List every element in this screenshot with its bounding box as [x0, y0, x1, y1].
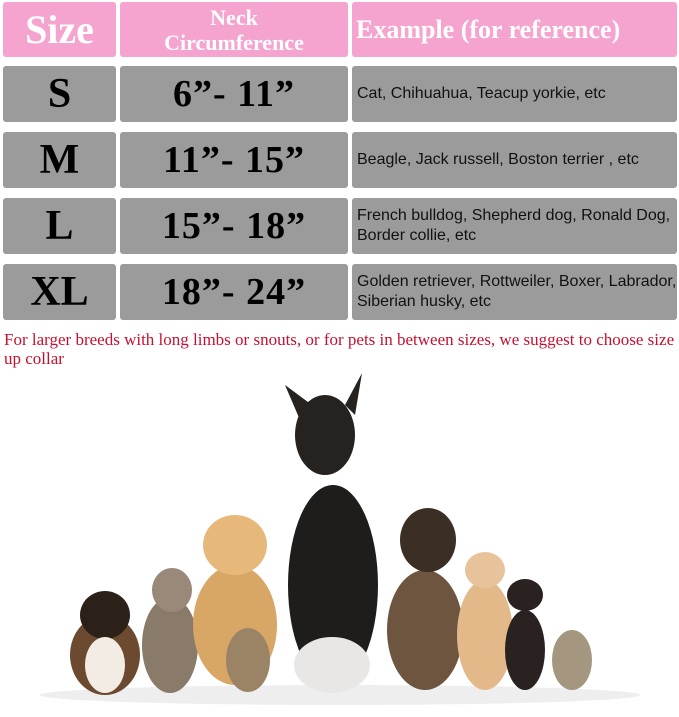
size-cell: L	[3, 198, 116, 254]
corgi-puppy	[70, 591, 140, 695]
example-cell: Golden retriever, Rottweiler, Boxer, Lab…	[352, 264, 677, 320]
chihuahua	[505, 579, 545, 690]
size-cell: XL	[3, 264, 116, 320]
tabby-kitten	[226, 628, 270, 692]
shepherd-puppy	[387, 508, 463, 690]
size-note: For larger breeds with long limbs or sno…	[4, 330, 675, 368]
header-example: Example (for reference)	[352, 2, 677, 57]
size-cell: M	[3, 132, 116, 188]
neck-cell: 18”- 24”	[120, 264, 348, 320]
pets-photo	[40, 373, 640, 705]
ginger-cat	[457, 552, 513, 690]
black-shepherd	[285, 373, 378, 685]
example-cell: Cat, Chihuahua, Teacup yorkie, etc	[352, 66, 677, 122]
header-size: Size	[3, 2, 116, 57]
example-cell: Beagle, Jack russell, Boston terrier , e…	[352, 132, 677, 188]
sphynx-cat	[142, 568, 198, 693]
header-neck-line2: Circumference	[164, 29, 304, 55]
shadow	[40, 685, 640, 705]
neck-cell: 6”- 11”	[120, 66, 348, 122]
example-cell: French bulldog, Shepherd dog, Ronald Dog…	[352, 198, 677, 254]
white-persian-cat	[294, 637, 370, 693]
size-cell: S	[3, 66, 116, 122]
neck-cell: 15”- 18”	[120, 198, 348, 254]
neck-cell: 11”- 15”	[120, 132, 348, 188]
small-kitten	[552, 630, 592, 690]
header-neck: Neck Circumference	[120, 2, 348, 57]
header-neck-line1: Neck	[210, 4, 258, 30]
